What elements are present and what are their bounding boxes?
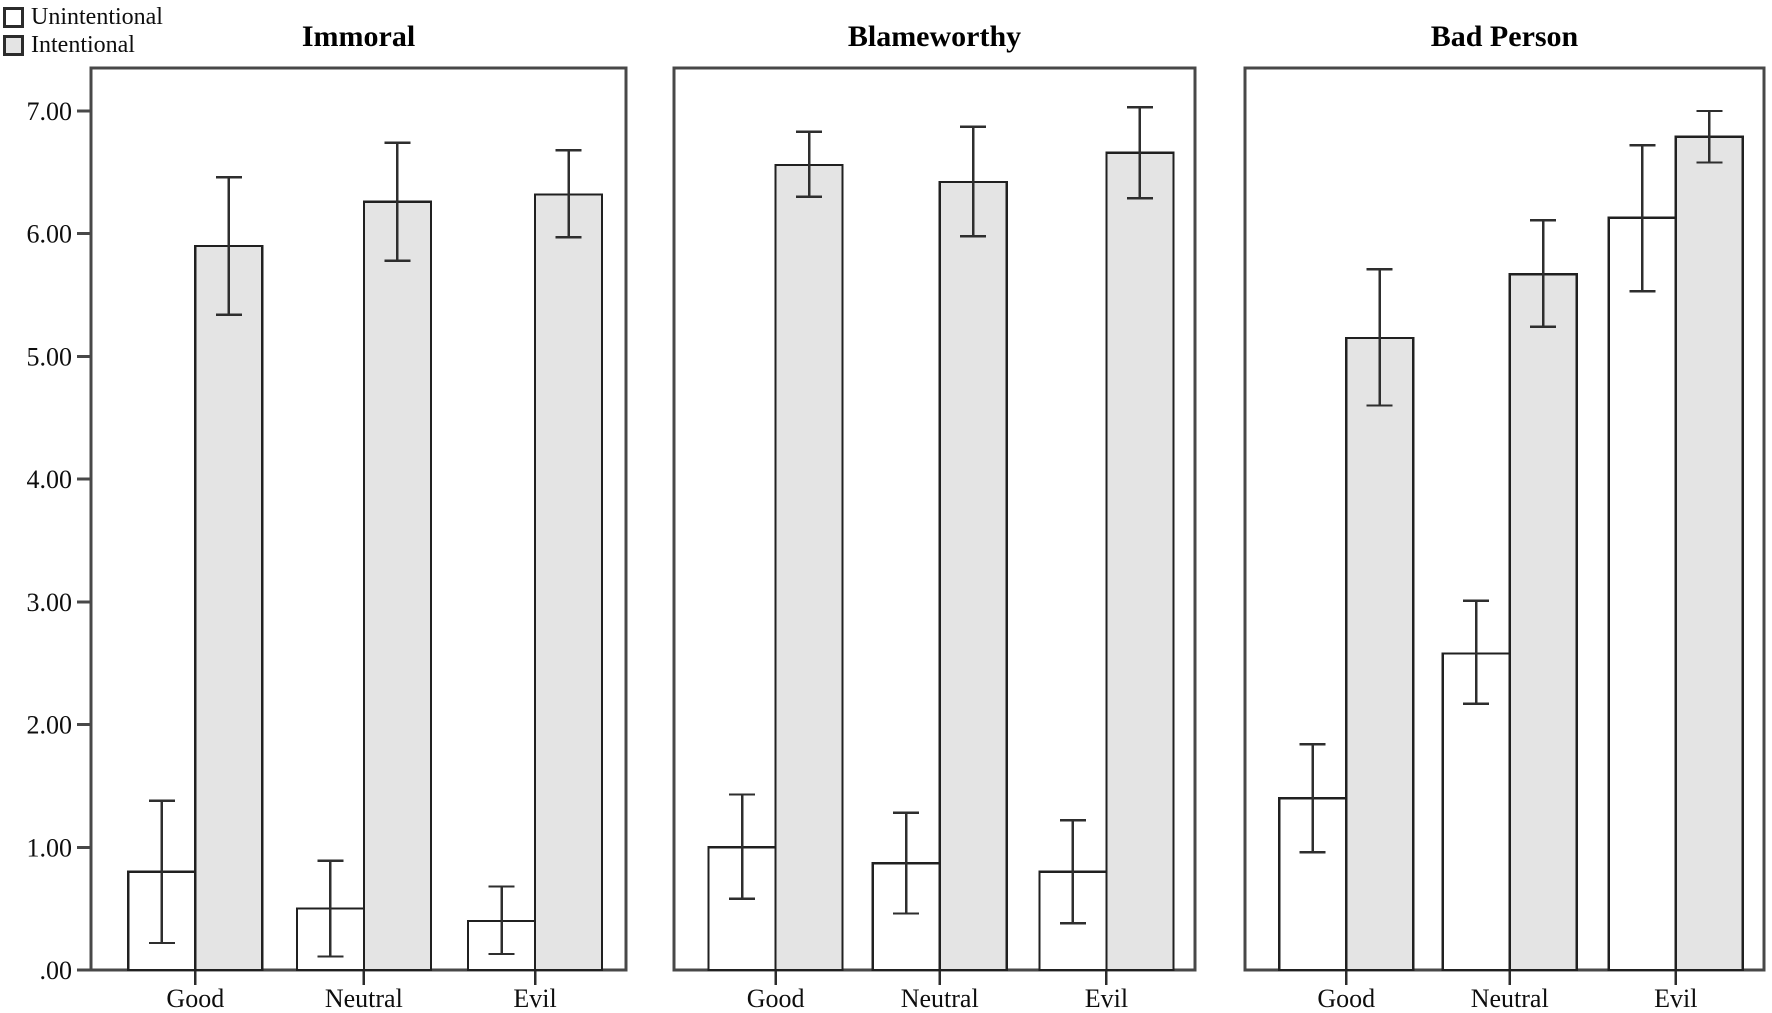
error-bar [1629, 144, 1656, 293]
bar-intentional [362, 200, 432, 972]
bar-unintentional [1607, 216, 1677, 972]
bar-intentional [1345, 336, 1415, 972]
panel-title: Blameworthy [848, 20, 1021, 53]
legend-label-unintentional: Unintentional [31, 4, 163, 30]
legend-item-unintentional: Unintentional [3, 3, 163, 31]
x-tick-label: Good [747, 984, 805, 1013]
error-bar [796, 130, 823, 199]
error-bar [1696, 109, 1723, 164]
intentional-swatch [3, 34, 24, 56]
legend-item-intentional: Intentional [3, 31, 163, 59]
unintentional-swatch [3, 6, 24, 28]
x-tick-label: Evil [1654, 984, 1697, 1013]
y-tick-label: 5.00 [27, 342, 73, 371]
error-bar [555, 149, 582, 239]
x-tick-label: Neutral [325, 984, 403, 1013]
panel-title: Bad Person [1431, 20, 1579, 53]
error-bar [148, 799, 175, 945]
y-tick-label: 6.00 [27, 220, 73, 249]
x-tick-label: Evil [513, 984, 556, 1013]
y-tick-label: 2.00 [27, 711, 73, 740]
error-bar [1463, 599, 1490, 705]
bar-intentional [1674, 135, 1744, 972]
x-tick-label: Good [166, 984, 224, 1013]
error-bar [1059, 819, 1086, 925]
x-tick-label: Neutral [1471, 984, 1549, 1013]
x-tick-label: Neutral [901, 984, 979, 1013]
y-tick-label: 1.00 [27, 833, 73, 862]
error-bar [1366, 268, 1393, 407]
error-bar [1126, 106, 1153, 200]
error-bar [1530, 218, 1557, 329]
error-bar [1299, 742, 1326, 854]
legend-label-intentional: Intentional [31, 32, 135, 58]
bar-intentional [938, 181, 1008, 972]
bar-intentional [194, 244, 264, 972]
bar-unintentional [1441, 652, 1511, 972]
bar-intentional [1508, 273, 1578, 972]
error-bar [729, 793, 756, 901]
bar-intentional [1105, 151, 1175, 972]
x-tick-label: Good [1317, 984, 1375, 1013]
panel-title: Immoral [302, 20, 415, 53]
legend: Unintentional Intentional [3, 3, 163, 59]
error-bar [384, 141, 411, 262]
y-tick-label: .00 [40, 956, 73, 985]
y-tick-label: 4.00 [27, 465, 73, 494]
error-bar [488, 885, 515, 956]
y-tick-label: 3.00 [27, 588, 73, 617]
x-tick-label: Evil [1085, 984, 1128, 1013]
error-bar [960, 125, 987, 238]
error-bar [893, 811, 920, 915]
bar-intentional [533, 193, 604, 972]
error-bar [215, 176, 242, 316]
error-bar [317, 859, 344, 958]
y-tick-label: 7.00 [27, 97, 73, 126]
bar-intentional [774, 163, 844, 972]
